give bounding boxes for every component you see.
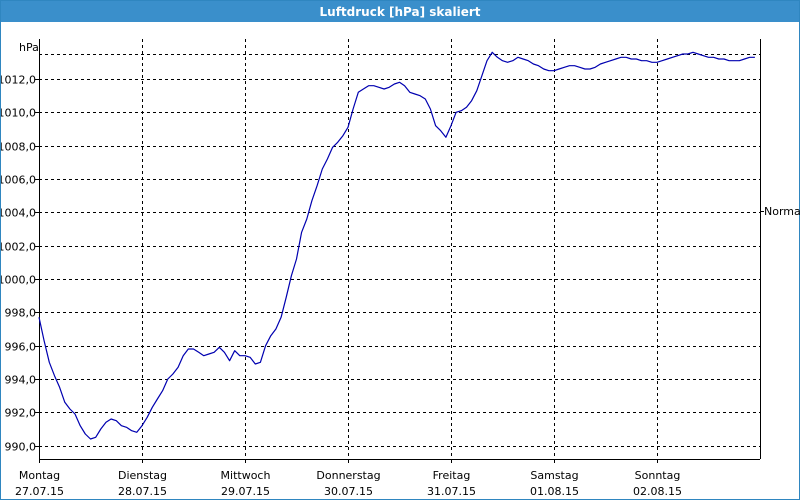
x-tick-day-label: Dienstag — [118, 469, 167, 482]
y-tick-label: 1008,0 — [1, 141, 36, 154]
y-axis-unit-label: hPa — [19, 41, 39, 54]
y-tick-label: 1000,0 — [1, 274, 36, 287]
grid — [39, 39, 760, 459]
x-tick-date-label: 02.08.15 — [633, 485, 682, 498]
x-tick-date-label: 31.07.15 — [427, 485, 476, 498]
y-tick-label: 998,0 — [5, 307, 37, 320]
y-tick-label: 1004,0 — [1, 207, 36, 220]
x-tick-day-label: Freitag — [433, 469, 471, 482]
reference-label: Normal — [764, 205, 800, 218]
x-tick-date-label: 01.08.15 — [530, 485, 579, 498]
y-tick-label: 1002,0 — [1, 241, 36, 254]
labels: 990,0 992,0 994,0 996,0 998,0 1000,0 1002,0 100… — [1, 41, 800, 498]
x-tick-date-label: 27.07.15 — [15, 485, 64, 498]
y-tick-label: 992,0 — [5, 407, 37, 420]
y-tick-label: 1006,0 — [1, 174, 36, 187]
x-tick-day-label: Donnerstag — [316, 469, 380, 482]
y-tick-label: 996,0 — [5, 341, 37, 354]
x-tick-day-label: Sonntag — [635, 469, 681, 482]
pressure-series-line — [38, 51, 755, 440]
window-title: Luftdruck [hPa] skaliert — [1, 1, 799, 22]
series — [38, 51, 755, 440]
y-tick-label: 990,0 — [5, 441, 37, 454]
x-tick-date-label: 28.07.15 — [118, 485, 167, 498]
x-tick-day-label: Samstag — [530, 469, 578, 482]
x-tick-day-label: Montag — [19, 469, 60, 482]
x-tick-day-label: Mittwoch — [221, 469, 271, 482]
x-tick-date-label: 29.07.15 — [221, 485, 270, 498]
y-tick-label: 1012,0 — [1, 74, 36, 87]
y-tick-label: 994,0 — [5, 374, 37, 387]
x-tick-date-label: 30.07.15 — [324, 485, 373, 498]
axes — [35, 39, 764, 463]
y-tick-label: 1010,0 — [1, 107, 36, 120]
